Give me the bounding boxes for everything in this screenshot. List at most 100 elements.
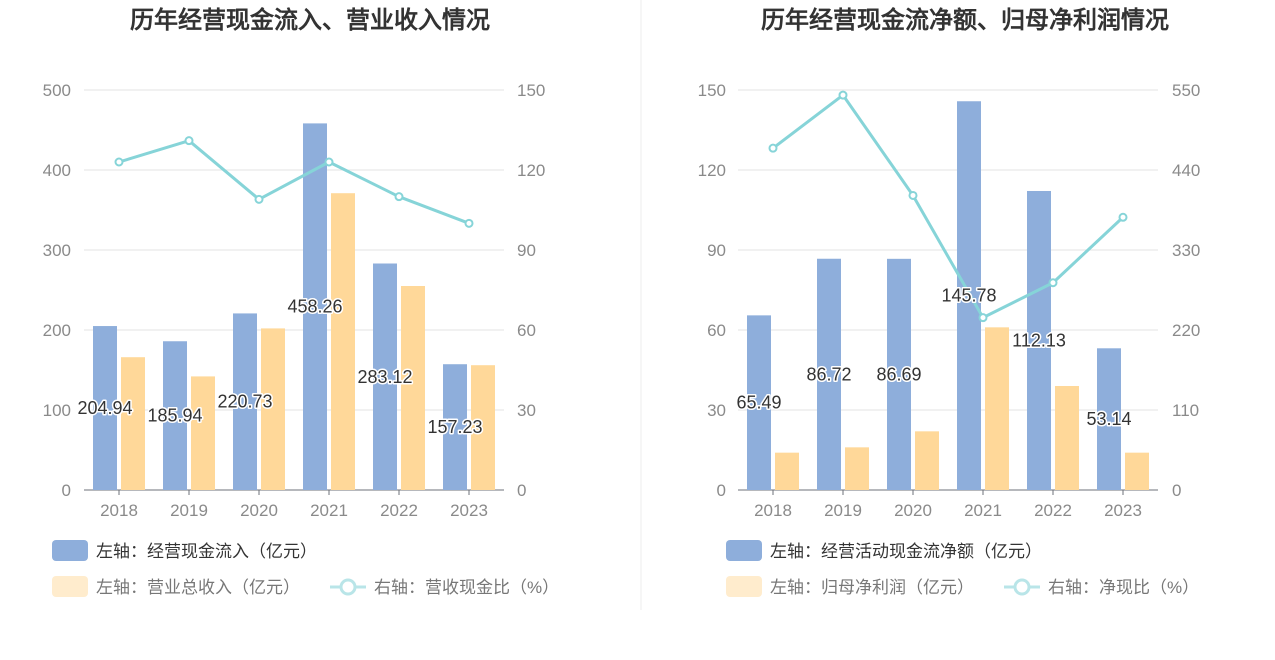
chart-title: 历年经营现金流入、营业收入情况: [130, 6, 490, 34]
bar-series2[interactable]: [401, 286, 425, 490]
legend-label-series1: 左轴：经营现金流入（亿元）: [96, 542, 317, 561]
line-point[interactable]: [114, 157, 124, 167]
right-axis-tick: 60: [517, 321, 536, 340]
line-series: [772, 93, 1125, 320]
chart-panel-2: 历年经营现金流净额、归母净利润情况 0 0 30 110 60 220 90 330 120 440…: [698, 6, 1200, 597]
bar-series1[interactable]: [443, 364, 467, 490]
left-axis-tick: 30: [707, 401, 726, 420]
line-point[interactable]: [184, 136, 194, 146]
line-point[interactable]: [464, 218, 474, 228]
data-label: 53.14: [1086, 409, 1131, 429]
bar-series1[interactable]: [817, 258, 841, 490]
bar-series1[interactable]: [1097, 348, 1121, 490]
right-axis-tick: 440: [1172, 161, 1200, 180]
right-axis-tick: 120: [517, 161, 545, 180]
data-label: 204.94: [77, 398, 132, 418]
x-axis-tick-label: 2022: [1034, 501, 1072, 520]
right-axis-tick: 90: [517, 241, 536, 260]
right-axis-tick: 150: [517, 81, 545, 100]
line-point[interactable]: [978, 313, 988, 323]
data-label: 220.73: [217, 392, 272, 412]
x-axis-tick-label: 2023: [450, 501, 488, 520]
left-axis-tick: 0: [717, 481, 726, 500]
x-axis-tick-label: 2019: [170, 501, 208, 520]
x-axis-tick-label: 2020: [240, 501, 278, 520]
left-axis-tick: 500: [43, 81, 71, 100]
legend-swatch-series1[interactable]: [726, 540, 762, 561]
legend-swatch-series2[interactable]: [52, 576, 88, 597]
bar-series2[interactable]: [121, 357, 145, 490]
chart-panel-1: 历年经营现金流入、营业收入情况 0 0 100 30 200 60 300 90 400 120 50…: [43, 6, 559, 597]
line-series: [118, 139, 470, 225]
bar-series2[interactable]: [261, 328, 285, 490]
data-label: 86.69: [876, 364, 921, 384]
x-axis-tick-label: 2021: [964, 501, 1002, 520]
legend-label-series2: 左轴：归母净利润（亿元）: [770, 578, 974, 597]
data-label: 86.72: [806, 364, 851, 384]
legend-line-icon-marker: [339, 578, 357, 596]
legend-swatch-series2[interactable]: [726, 576, 762, 597]
line-point[interactable]: [838, 90, 848, 100]
bar-series1[interactable]: [303, 123, 327, 490]
data-label: 157.23: [427, 417, 482, 437]
line-point[interactable]: [1118, 212, 1128, 222]
bar-series2[interactable]: [775, 452, 799, 490]
chart-title: 历年经营现金流净额、归母净利润情况: [761, 6, 1169, 34]
left-axis-tick: 150: [698, 81, 726, 100]
left-axis-tick: 100: [43, 401, 71, 420]
left-axis-tick: 400: [43, 161, 71, 180]
left-axis-tick: 200: [43, 321, 71, 340]
line-point[interactable]: [768, 143, 778, 153]
right-axis-tick: 330: [1172, 241, 1200, 260]
legend-label-series3: 右轴：营收现金比（%）: [374, 578, 559, 597]
line-point[interactable]: [254, 194, 264, 204]
left-axis-tick: 60: [707, 321, 726, 340]
data-label: 185.94: [147, 406, 202, 426]
data-label: 145.78: [941, 286, 996, 306]
data-label: 458.26: [287, 297, 342, 317]
legend-label-series2: 左轴：营业总收入（亿元）: [96, 578, 300, 597]
legend-line-icon-marker: [1013, 578, 1031, 596]
bar-series1[interactable]: [93, 326, 117, 490]
bar-series1[interactable]: [233, 313, 257, 490]
bar-series1[interactable]: [1027, 190, 1051, 490]
bar-series2[interactable]: [331, 193, 355, 490]
right-axis-tick: 220: [1172, 321, 1200, 340]
line-point[interactable]: [324, 157, 334, 167]
x-axis-tick-label: 2018: [100, 501, 138, 520]
bar-series2[interactable]: [915, 431, 939, 490]
legend-label-series1: 左轴：经营活动现金流净额（亿元）: [770, 542, 1042, 561]
x-axis-tick-label: 2023: [1104, 501, 1142, 520]
bar-series2[interactable]: [845, 447, 869, 490]
left-axis-tick: 120: [698, 161, 726, 180]
data-label: 283.12: [357, 367, 412, 387]
right-axis-tick: 110: [1172, 401, 1199, 420]
bar-series2[interactable]: [1125, 452, 1149, 490]
x-axis-tick-label: 2021: [310, 501, 348, 520]
left-axis-tick: 0: [62, 481, 71, 500]
bar-series2[interactable]: [471, 365, 495, 490]
x-axis-tick-label: 2018: [754, 501, 792, 520]
x-axis-tick-label: 2020: [894, 501, 932, 520]
right-axis-tick: 30: [517, 401, 536, 420]
bar-series1[interactable]: [747, 315, 771, 490]
data-label: 65.49: [736, 393, 781, 413]
line-point[interactable]: [394, 192, 404, 202]
bar-series2[interactable]: [191, 376, 215, 490]
legend-label-series3: 右轴：净现比（%）: [1048, 578, 1199, 597]
bar-series2[interactable]: [1055, 386, 1079, 490]
bar-series1[interactable]: [373, 263, 397, 490]
line-point[interactable]: [908, 190, 918, 200]
bar-series1[interactable]: [887, 258, 911, 490]
bar-series2[interactable]: [985, 327, 1009, 490]
left-axis-tick: 90: [707, 241, 726, 260]
bar-series1[interactable]: [163, 341, 187, 490]
legend-swatch-series1[interactable]: [52, 540, 88, 561]
x-axis-tick-label: 2022: [380, 501, 418, 520]
right-axis-tick: 0: [517, 481, 526, 500]
line-point[interactable]: [1048, 278, 1058, 288]
data-label: 112.13: [1012, 330, 1066, 350]
x-axis-tick-label: 2019: [824, 501, 862, 520]
